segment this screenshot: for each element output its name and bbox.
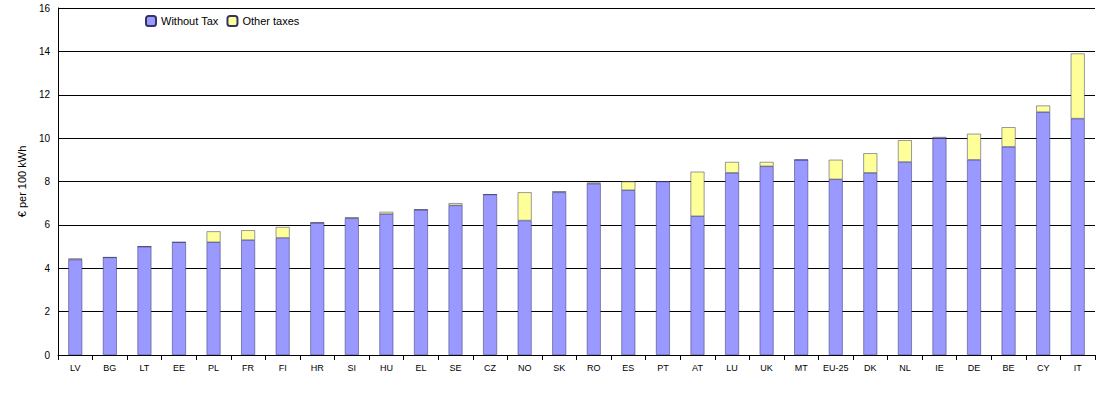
svg-text:€ per 100 kWh: € per 100 kWh xyxy=(16,146,28,218)
svg-text:EL: EL xyxy=(415,363,426,373)
svg-text:CY: CY xyxy=(1037,363,1050,373)
svg-text:12: 12 xyxy=(39,89,51,100)
svg-text:EU-25: EU-25 xyxy=(823,363,849,373)
svg-text:FR: FR xyxy=(242,363,254,373)
svg-text:MT: MT xyxy=(795,363,808,373)
svg-text:Without Tax: Without Tax xyxy=(161,15,219,27)
svg-text:SK: SK xyxy=(553,363,565,373)
svg-text:LU: LU xyxy=(726,363,738,373)
svg-text:DE: DE xyxy=(968,363,981,373)
svg-text:6: 6 xyxy=(44,219,50,230)
svg-text:4: 4 xyxy=(44,263,50,274)
svg-text:8: 8 xyxy=(44,176,50,187)
svg-text:BE: BE xyxy=(1003,363,1015,373)
svg-text:Other taxes: Other taxes xyxy=(242,15,299,27)
svg-text:HU: HU xyxy=(380,363,393,373)
svg-text:NO: NO xyxy=(518,363,532,373)
svg-text:AT: AT xyxy=(692,363,703,373)
svg-text:14: 14 xyxy=(39,46,51,57)
svg-text:IT: IT xyxy=(1074,363,1083,373)
svg-text:FI: FI xyxy=(279,363,287,373)
svg-text:LV: LV xyxy=(70,363,80,373)
svg-text:PT: PT xyxy=(657,363,669,373)
svg-text:0: 0 xyxy=(44,350,50,361)
svg-text:2: 2 xyxy=(44,306,50,317)
svg-text:16: 16 xyxy=(39,3,51,14)
svg-text:EE: EE xyxy=(173,363,185,373)
svg-text:HR: HR xyxy=(311,363,324,373)
svg-text:SE: SE xyxy=(450,363,462,373)
svg-text:PL: PL xyxy=(208,363,219,373)
svg-text:BG: BG xyxy=(103,363,116,373)
svg-text:10: 10 xyxy=(39,133,51,144)
svg-text:RO: RO xyxy=(587,363,601,373)
svg-text:NL: NL xyxy=(899,363,911,373)
svg-text:SI: SI xyxy=(348,363,357,373)
svg-text:CZ: CZ xyxy=(484,363,496,373)
svg-text:DK: DK xyxy=(864,363,877,373)
svg-text:LT: LT xyxy=(139,363,149,373)
svg-text:IE: IE xyxy=(935,363,944,373)
svg-text:ES: ES xyxy=(622,363,634,373)
svg-text:UK: UK xyxy=(760,363,773,373)
